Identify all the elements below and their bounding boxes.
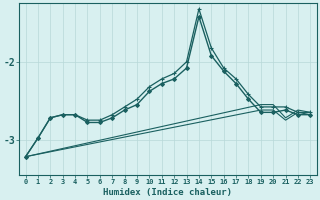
- X-axis label: Humidex (Indice chaleur): Humidex (Indice chaleur): [103, 188, 232, 197]
